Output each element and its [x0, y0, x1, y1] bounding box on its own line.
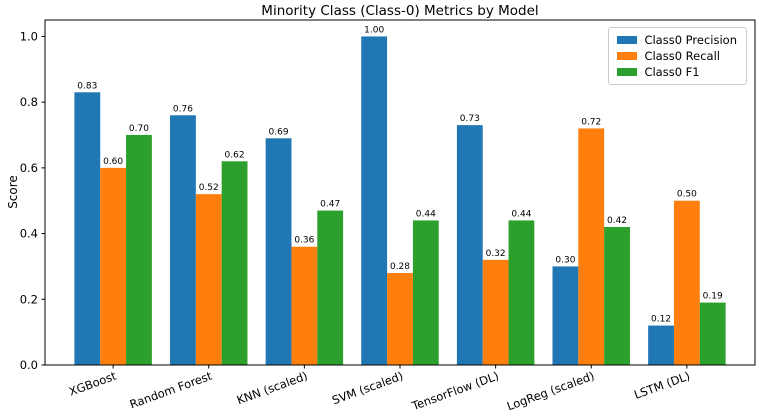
bar-value-label: 0.73: [460, 114, 480, 124]
bar: [552, 266, 579, 365]
bar-value-label: 0.47: [320, 200, 340, 210]
chart-title: Minority Class (Class-0) Metrics by Mode…: [261, 3, 539, 19]
bar: [317, 210, 344, 365]
y-tick-label: 0.6: [20, 161, 38, 175]
bar-value-label: 0.83: [77, 81, 97, 91]
bar: [387, 273, 413, 365]
bar-value-label: 0.69: [269, 127, 289, 137]
y-tick-label: 0.0: [20, 358, 38, 372]
x-tick-label: Random Forest: [128, 368, 215, 411]
bar-value-label: 1.00: [364, 25, 384, 35]
bar: [126, 135, 152, 365]
legend-swatch-0: [617, 36, 638, 44]
bar: [100, 167, 127, 365]
y-tick-label: 0.8: [20, 95, 38, 109]
bar-value-label: 0.70: [129, 124, 149, 134]
legend-label: Class0 Precision: [644, 33, 737, 47]
plot-border: [44, 19, 756, 366]
bar: [361, 36, 388, 366]
bar: [648, 325, 674, 365]
bar: [265, 138, 292, 365]
bar: [412, 220, 439, 365]
x-tick-label: LSTM (DL): [632, 369, 692, 402]
bar: [673, 200, 700, 365]
bar: [482, 259, 509, 365]
bar-value-label: 0.44: [511, 209, 531, 219]
x-tick-label: TensorFlow (DL): [409, 369, 501, 414]
bar-value-label: 0.62: [225, 150, 245, 160]
bar: [578, 128, 605, 365]
bar-value-label: 0.32: [486, 249, 506, 259]
y-tick-label: 0.2: [20, 292, 38, 306]
bar-value-label: 0.50: [677, 190, 697, 200]
legend: Class0 Precision Class0 Recall Class0 F1: [608, 27, 747, 85]
x-tick-label: XGBoost: [67, 369, 119, 399]
bar-value-label: 0.36: [294, 236, 314, 246]
legend-item: Class0 Recall: [617, 50, 737, 62]
legend-label: Class0 Recall: [644, 49, 720, 63]
bar: [291, 246, 318, 365]
y-tick-label: 1.0: [20, 29, 38, 43]
bar: [604, 227, 630, 365]
x-tick-label: SVM (scaled): [330, 369, 405, 408]
bar-value-label: 0.12: [651, 315, 671, 325]
legend-item: Class0 F1: [617, 66, 737, 78]
bar: [456, 125, 483, 365]
legend-item: Class0 Precision: [617, 34, 737, 46]
bar: [74, 92, 101, 365]
bar-value-label: 0.60: [103, 157, 123, 167]
bar: [508, 220, 535, 365]
bar-value-label: 0.28: [390, 262, 410, 272]
legend-swatch-2: [617, 68, 638, 76]
bar-value-label: 0.30: [555, 255, 575, 265]
bar-value-label: 0.76: [173, 104, 193, 114]
bar-value-label: 0.44: [416, 209, 436, 219]
bar-value-label: 0.52: [199, 183, 219, 193]
bar-value-label: 0.42: [607, 216, 627, 226]
bar: [221, 161, 248, 365]
bar: [195, 194, 222, 365]
x-tick-label: LogReg (scaled): [505, 369, 596, 414]
y-tick-label: 0.4: [20, 227, 38, 241]
legend-label: Class0 F1: [644, 65, 700, 79]
x-tick-label: KNN (scaled): [235, 369, 310, 408]
bar-value-label: 0.19: [703, 292, 723, 302]
bar: [170, 115, 196, 365]
bar: [699, 302, 726, 365]
legend-swatch-1: [617, 52, 638, 60]
bar-value-label: 0.72: [581, 117, 601, 127]
